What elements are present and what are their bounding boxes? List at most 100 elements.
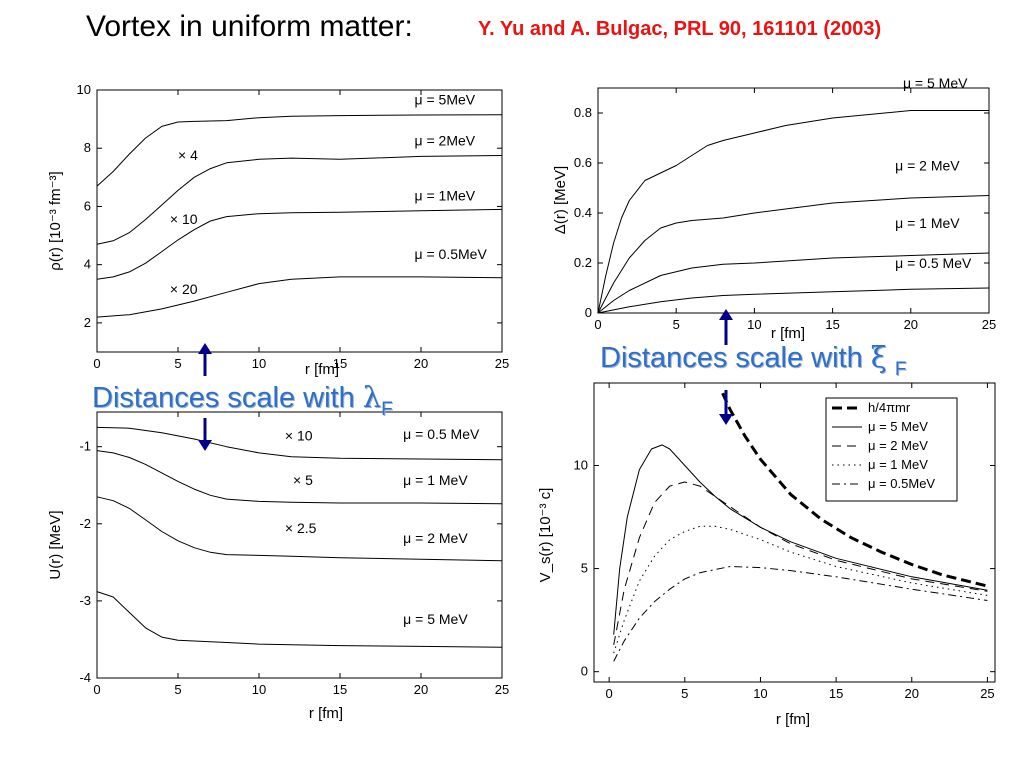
x-tick-label: 15 [333, 682, 347, 697]
legend-entry: μ = 1 MeV [868, 457, 928, 472]
callout-xi: Distances scale with ξ F [600, 340, 906, 381]
arrow-head [198, 440, 212, 451]
y-tick-label: 0 [585, 305, 592, 320]
x-tick-label: 5 [681, 686, 688, 701]
velocity-plot: 0 5 10 15 20 25 0 5 10 r [fm] V_s(r) [10⁻³ c] h/4πm… [537, 382, 996, 728]
series-line-velocity-1 [613, 444, 988, 635]
y-tick-label: 10 [77, 82, 91, 97]
series-line-potential-3 [96, 591, 503, 648]
curve-annotation: × 10 [170, 211, 198, 227]
series-line-gap-2 [597, 252, 990, 314]
legend-box [825, 397, 958, 502]
y-tick-label: -4 [79, 670, 91, 685]
density-plot: 0 5 10 15 20 25 2 4 6 8 10 r [fm] ρ(r) [10⁻³ fm⁻³] μ … [47, 82, 509, 378]
curve-annotation: μ = 0.5 MeV [403, 426, 480, 442]
callout-lambda-text: Distances scale with [92, 382, 363, 414]
series-line-potential-2 [96, 496, 503, 562]
legend-entry: μ = 2 MeV [868, 438, 928, 453]
x-tick-label: 10 [252, 682, 266, 697]
y-axis-label: V_s(r) [10⁻³ c] [537, 488, 554, 583]
lambda-symbol: λ [362, 380, 382, 414]
y-tick-label: 2 [84, 315, 91, 330]
lambda-subscript: F [381, 399, 393, 420]
x-tick-label: 20 [414, 682, 428, 697]
y-tick-label: 0.4 [574, 205, 592, 220]
series-line-potential-0 [96, 426, 503, 461]
curve-annotation: μ = 2 MeV [403, 530, 468, 546]
x-tick-label: 10 [252, 356, 266, 371]
potential-plot: 0 5 10 15 20 25 -4 -3 -2 -1 r [fm] U(r) [MeV] μ = 0.… [47, 411, 509, 722]
legend-entry: μ = 0.5MeV [868, 476, 935, 491]
series-line-density-2 [96, 208, 503, 280]
x-tick-label: 15 [333, 356, 347, 371]
curve-annotation: μ = 5MeV [415, 92, 476, 108]
y-tick-label: -2 [79, 516, 91, 531]
x-tick-label: 5 [174, 356, 181, 371]
x-tick-label: 25 [980, 686, 994, 701]
x-tick-label: 25 [982, 317, 996, 332]
y-tick-label: -3 [79, 593, 91, 608]
curve-annotation: × 2.5 [285, 520, 317, 536]
y-tick-label: 0.8 [574, 105, 592, 120]
legend-entry: μ = 5 MeV [868, 419, 928, 434]
citation-reference: Y. Yu and A. Bulgac, PRL 90, 161101 (200… [478, 18, 882, 40]
plot-frame [597, 87, 990, 314]
y-tick-label: 5 [581, 561, 588, 576]
arrow-head [719, 309, 733, 320]
arrow-head [198, 343, 212, 354]
x-tick-label: 10 [747, 317, 761, 332]
curve-annotation: × 20 [170, 281, 198, 297]
curve-annotation: μ = 1 MeV [403, 472, 468, 488]
x-axis-label: r [fm] [776, 711, 810, 728]
x-tick-label: 0 [606, 686, 613, 701]
x-tick-label: 5 [673, 317, 680, 332]
xi-symbol: ξ [870, 340, 887, 374]
plot-frame [96, 411, 503, 679]
x-tick-label: 0 [93, 682, 100, 697]
curve-annotation: μ = 2MeV [415, 132, 476, 148]
y-tick-label: 10 [574, 457, 588, 472]
curve-annotation: μ = 5 MeV [403, 611, 468, 627]
x-axis-label: r [fm] [309, 705, 343, 722]
y-axis-label: Δ(r) [MeV] [552, 166, 569, 234]
x-axis-label: r [fm] [305, 361, 339, 378]
gap-plot: 0 5 10 15 20 25 0 0.2 0.4 0.6 0.8 r [fm] Δ(r) [MeV] μ… [552, 75, 996, 342]
y-axis-label: ρ(r) [10⁻³ fm⁻³] [47, 171, 64, 270]
curve-annotation: μ = 2 MeV [895, 158, 960, 174]
series-line-gap-1 [597, 195, 990, 314]
curve-annotation: × 5 [293, 472, 313, 488]
series-line-density-3 [96, 276, 503, 318]
x-tick-label: 25 [495, 682, 509, 697]
curve-annotation: × 10 [285, 428, 313, 444]
xi-subscript: F [894, 359, 907, 380]
x-axis-label: r [fm] [771, 325, 805, 342]
x-tick-label: 15 [829, 686, 843, 701]
y-tick-label: 0.6 [574, 155, 592, 170]
arrows [198, 309, 733, 451]
x-tick-label: 25 [495, 356, 509, 371]
curve-annotation: μ = 0.5 MeV [895, 255, 972, 271]
series-line-potential-1 [96, 450, 503, 505]
series-line-density-0 [96, 114, 503, 187]
curve-annotation: μ = 0.5MeV [415, 246, 488, 262]
y-tick-label: 8 [84, 140, 91, 155]
callout-xi-text: Distances scale with [600, 342, 871, 374]
series-line-gap-3 [597, 287, 990, 314]
curve-annotation: μ = 5 MeV [903, 75, 968, 91]
x-tick-label: 20 [414, 356, 428, 371]
y-tick-label: 6 [84, 198, 91, 213]
y-tick-label: 0.2 [574, 255, 592, 270]
y-tick-label: -1 [79, 439, 91, 454]
series-line-velocity-0 [721, 392, 988, 588]
x-tick-label: 5 [174, 682, 181, 697]
x-tick-label: 0 [594, 317, 601, 332]
legend-entry: h/4πmr [868, 400, 911, 415]
y-tick-label: 4 [84, 257, 91, 272]
curve-annotation: × 4 [178, 147, 198, 163]
curve-annotation: μ = 1MeV [415, 188, 476, 204]
series-line-density-1 [96, 155, 503, 245]
series-line-gap-0 [597, 110, 989, 314]
slide-title: Vortex in uniform matter: [86, 10, 413, 43]
y-axis-label: U(r) [MeV] [47, 510, 64, 579]
